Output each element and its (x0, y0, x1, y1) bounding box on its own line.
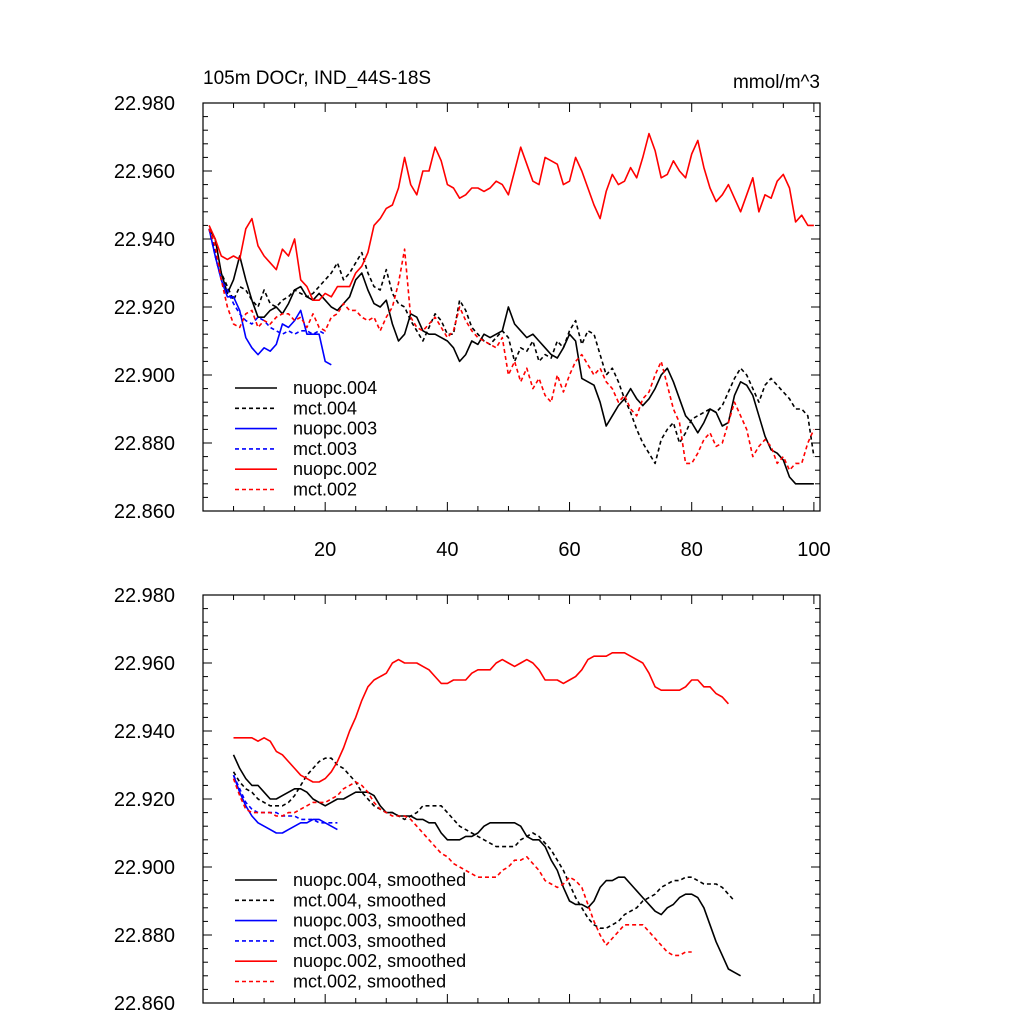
legend-label: mct.002, smoothed (293, 972, 446, 992)
legend-label: mct.003 (293, 439, 357, 459)
legend-label: mct.004, smoothed (293, 890, 446, 910)
legend-label: mct.002 (293, 480, 357, 500)
series-line-nuopc-003 (208, 228, 332, 366)
y-tick-label: 22.920 (114, 789, 175, 811)
legend-label: nuopc.003 (293, 419, 377, 439)
y-tick-label: 22.920 (114, 297, 175, 319)
x-tick-label: 100 (797, 539, 830, 561)
y-tick-label: 22.900 (114, 857, 175, 879)
y-tick-label: 22.980 (114, 93, 175, 115)
series-line-nuopc-004-smoothed (232, 754, 741, 977)
x-tick-label: 40 (436, 539, 458, 561)
legend-label: nuopc.002 (293, 459, 377, 479)
chart-panel-2: 22.860 22.880 22.900 22.920 22.940 22.960 22.9… (114, 585, 821, 1015)
y-tick-label: 22.960 (114, 161, 175, 183)
y-tick-label: 22.980 (114, 585, 175, 607)
series-line-nuopc-003-smoothed (232, 774, 338, 834)
y-tick-label: 22.940 (114, 229, 175, 251)
series-line-mct-003-smoothed (232, 774, 338, 824)
series-line-mct-002-smoothed (232, 778, 692, 957)
y-tick-label: 22.860 (114, 501, 175, 523)
legend-label: nuopc.003, smoothed (293, 911, 466, 931)
series-line-mct-003 (208, 228, 326, 336)
legend-label: mct.004 (293, 398, 357, 418)
legend-label: nuopc.004, smoothed (293, 870, 466, 890)
chart-panel-1: 22.860 22.880 22.900 22.920 22.940 22.960 22.9… (114, 68, 831, 561)
y-tick-label: 22.940 (114, 721, 175, 743)
x-tick-label: 20 (314, 539, 336, 561)
y-tick-label: 22.900 (114, 365, 175, 387)
legend-label: mct.003, smoothed (293, 931, 446, 951)
y-tick-label: 22.880 (114, 433, 175, 455)
y-tick-label: 22.880 (114, 925, 175, 947)
y-tick-label: 22.860 (114, 993, 175, 1015)
legend: nuopc.004mct.004nuopc.003mct.003nuopc.00… (235, 378, 377, 500)
x-tick-label: 60 (558, 539, 580, 561)
series-line-mct-004-smoothed (232, 757, 736, 930)
y-tick-label: 22.960 (114, 653, 175, 675)
series-line-mct-004 (208, 228, 815, 465)
series-line-mct-002 (208, 228, 815, 472)
x-tick-label: 80 (681, 539, 703, 561)
series-line-nuopc-002-smoothed (233, 651, 729, 783)
chart-units: mmol/m^3 (733, 72, 820, 93)
series-line-nuopc-002 (208, 132, 814, 302)
chart-title: 105m DOCr, IND_44S-18S (203, 68, 431, 89)
legend-label: nuopc.002, smoothed (293, 951, 466, 971)
legend-label: nuopc.004 (293, 378, 377, 398)
